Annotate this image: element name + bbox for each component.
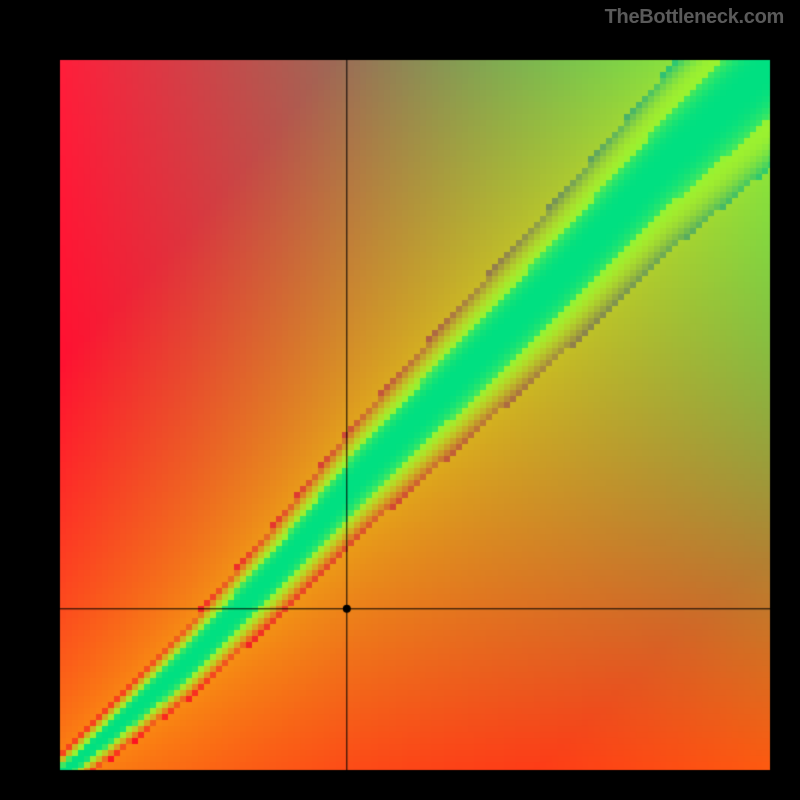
watermark-label: TheBottleneck.com: [605, 6, 784, 29]
bottleneck-heatmap: [0, 0, 800, 800]
chart-container: TheBottleneck.com: [0, 0, 800, 800]
